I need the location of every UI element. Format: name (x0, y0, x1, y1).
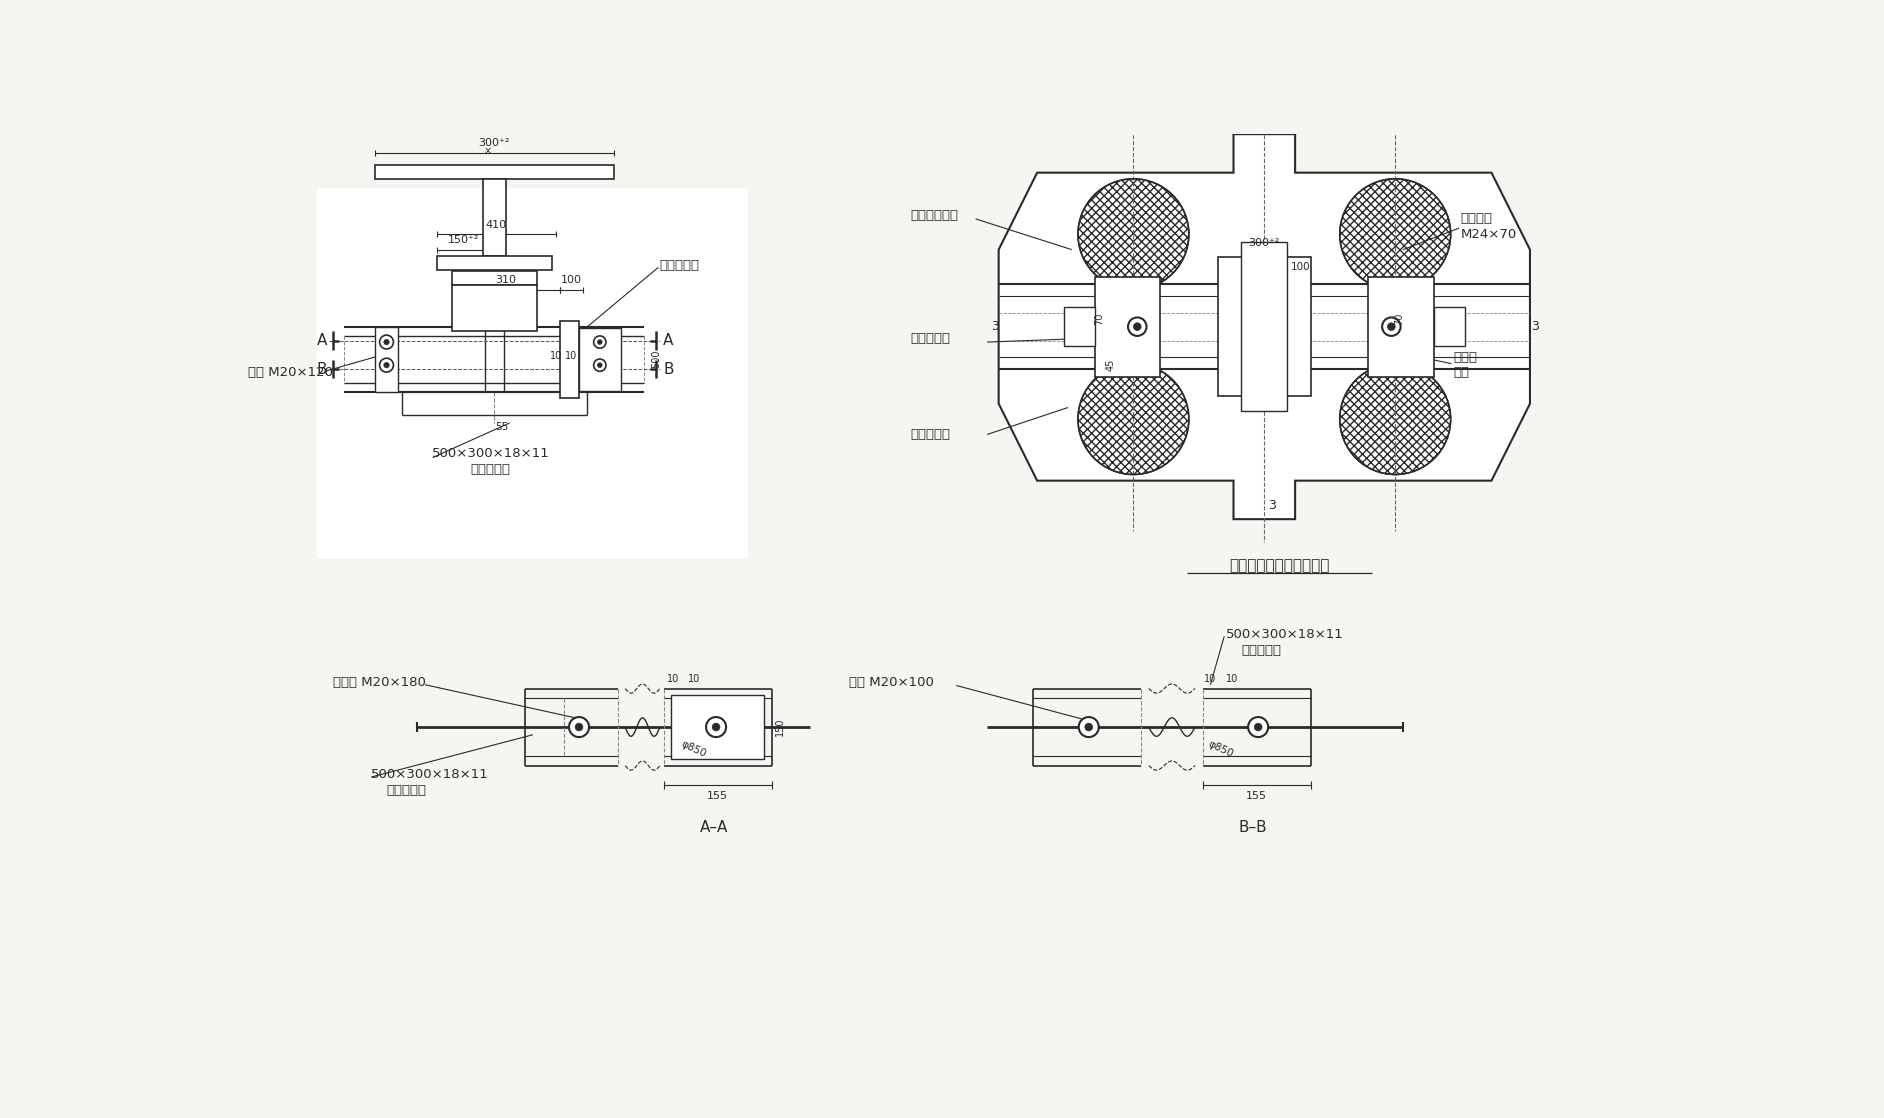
Circle shape (1134, 323, 1142, 331)
Text: 3: 3 (991, 320, 999, 333)
Text: A: A (663, 333, 673, 348)
Bar (375, 326, 398, 392)
Circle shape (597, 363, 603, 368)
Bar (437, 256, 552, 269)
Text: 10: 10 (565, 351, 577, 361)
Text: 10: 10 (688, 674, 701, 684)
Text: B: B (663, 361, 674, 377)
Circle shape (575, 723, 582, 731)
Text: 45: 45 (1106, 359, 1115, 371)
Circle shape (1247, 717, 1268, 737)
Circle shape (1129, 318, 1147, 335)
Circle shape (379, 335, 394, 349)
Text: 155: 155 (706, 790, 727, 800)
Bar (452, 285, 537, 331)
Text: 310: 310 (495, 275, 516, 285)
Text: 155: 155 (1245, 790, 1268, 800)
Text: 连接夹具板: 连接夹具板 (910, 332, 950, 344)
Text: φ850: φ850 (678, 739, 708, 759)
Text: ×: × (484, 146, 492, 157)
Text: M24×70: M24×70 (1460, 228, 1517, 240)
Text: 螺钉 M20×100: 螺钉 M20×100 (848, 676, 933, 689)
Text: 100: 100 (1291, 262, 1311, 272)
Text: 10: 10 (1204, 674, 1217, 684)
Circle shape (1387, 323, 1396, 331)
Text: 螺栓销 M20×180: 螺栓销 M20×180 (333, 676, 426, 689)
Circle shape (1078, 179, 1189, 290)
Text: 双拼工字钢: 双拼工字钢 (471, 463, 511, 475)
Circle shape (1383, 318, 1400, 335)
Text: A–A: A–A (699, 819, 727, 835)
Text: 连接螺栓: 连接螺栓 (1460, 212, 1492, 226)
Text: 10: 10 (667, 674, 678, 684)
Circle shape (593, 335, 607, 348)
Bar (317, 188, 748, 558)
Circle shape (1085, 723, 1093, 731)
Bar (1242, 241, 1287, 411)
Text: 双拼工字钢: 双拼工字钢 (910, 428, 950, 440)
Bar (452, 272, 537, 285)
Text: 螺钉 M20×120: 螺钉 M20×120 (249, 367, 333, 379)
Circle shape (1255, 723, 1262, 731)
Text: 70: 70 (1394, 313, 1404, 325)
Text: 3: 3 (1268, 499, 1275, 512)
Text: 500: 500 (652, 350, 661, 368)
Circle shape (597, 340, 603, 344)
Text: B: B (317, 361, 328, 377)
Bar (375, 165, 614, 179)
Circle shape (384, 340, 390, 344)
Bar (1434, 307, 1464, 345)
Text: 300⁺²: 300⁺² (479, 139, 511, 149)
Text: 410: 410 (486, 220, 507, 230)
Bar (482, 179, 507, 256)
Bar (578, 329, 622, 390)
Text: 500×300×18×11: 500×300×18×11 (371, 768, 488, 781)
Text: 500×300×18×11: 500×300×18×11 (1226, 628, 1343, 641)
Polygon shape (999, 134, 1530, 519)
Circle shape (379, 358, 394, 372)
Text: 手孔兼吊装孔: 手孔兼吊装孔 (910, 209, 959, 221)
Circle shape (593, 359, 607, 371)
Text: 双拼工字钢: 双拼工字钢 (1242, 644, 1281, 656)
Text: 走道板安装连接点平面图: 走道板安装连接点平面图 (1230, 558, 1330, 572)
Text: 10: 10 (1226, 674, 1238, 684)
Text: A: A (317, 333, 328, 348)
Circle shape (712, 723, 720, 731)
Circle shape (569, 717, 590, 737)
Text: 300⁺²: 300⁺² (1249, 238, 1279, 248)
Text: 双拼工字钢: 双拼工字钢 (386, 784, 426, 797)
Circle shape (384, 362, 390, 368)
Text: 55: 55 (495, 421, 509, 432)
Bar (1219, 257, 1311, 396)
Circle shape (1078, 363, 1189, 474)
Text: 连接夹具板: 连接夹具板 (659, 258, 699, 272)
Text: 10: 10 (550, 351, 561, 361)
Text: 100: 100 (561, 275, 582, 285)
Bar (1368, 276, 1434, 377)
Circle shape (1340, 179, 1451, 290)
Text: 150⁺²: 150⁺² (448, 236, 479, 246)
Circle shape (1080, 717, 1098, 737)
Circle shape (706, 717, 725, 737)
Text: φ850: φ850 (1206, 739, 1234, 759)
Text: 150: 150 (776, 718, 786, 737)
Text: 70: 70 (1095, 313, 1104, 325)
Bar (671, 694, 763, 759)
Text: B–B: B–B (1238, 819, 1268, 835)
Bar (1064, 307, 1095, 345)
Bar (1095, 276, 1161, 377)
Circle shape (1340, 363, 1451, 474)
Bar (560, 321, 578, 398)
Text: 具板: 具板 (1453, 367, 1470, 379)
Text: 500×300×18×11: 500×300×18×11 (431, 447, 550, 461)
Text: 连接夹: 连接夹 (1453, 351, 1477, 364)
Text: 3: 3 (1532, 320, 1539, 333)
